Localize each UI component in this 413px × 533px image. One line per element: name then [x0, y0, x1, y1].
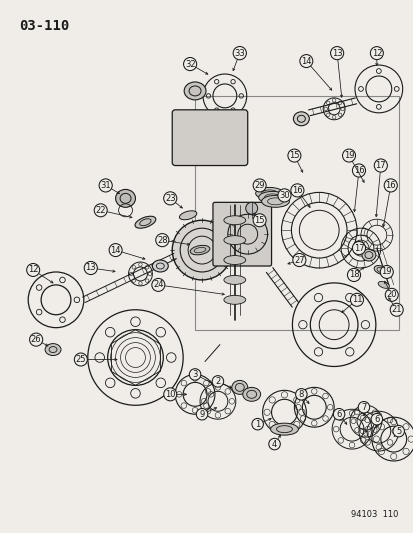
Text: 19: 19 [381, 268, 391, 277]
Text: 16: 16 [291, 186, 302, 195]
Ellipse shape [231, 381, 247, 394]
Text: 12: 12 [28, 265, 38, 274]
Circle shape [245, 203, 257, 214]
Text: 32: 32 [184, 60, 195, 69]
Text: 13: 13 [85, 263, 96, 272]
Text: 18: 18 [348, 270, 358, 279]
Text: 11: 11 [351, 295, 361, 304]
Ellipse shape [115, 189, 135, 207]
Circle shape [172, 220, 231, 280]
Text: 6: 6 [336, 410, 341, 419]
Ellipse shape [223, 216, 245, 225]
Ellipse shape [45, 344, 61, 356]
Text: 4: 4 [271, 440, 276, 449]
Text: 17: 17 [375, 161, 385, 170]
Text: 31: 31 [100, 181, 111, 190]
Ellipse shape [223, 236, 245, 245]
Ellipse shape [223, 255, 245, 264]
Text: 16: 16 [385, 181, 395, 190]
Ellipse shape [293, 112, 309, 126]
Text: 7: 7 [361, 403, 366, 412]
FancyBboxPatch shape [172, 110, 247, 166]
Text: 28: 28 [157, 236, 167, 245]
Text: 27: 27 [293, 255, 304, 264]
Ellipse shape [223, 276, 245, 285]
Text: 6: 6 [373, 415, 379, 424]
Ellipse shape [255, 188, 283, 199]
Text: 17: 17 [353, 244, 363, 253]
Ellipse shape [261, 196, 289, 207]
Ellipse shape [258, 191, 286, 203]
Text: 1: 1 [254, 419, 260, 429]
Text: 24: 24 [153, 280, 163, 289]
Text: 13: 13 [331, 49, 342, 58]
Ellipse shape [373, 265, 387, 274]
Text: 21: 21 [391, 305, 401, 314]
Ellipse shape [242, 387, 260, 401]
Text: 25: 25 [76, 355, 86, 364]
Text: 33: 33 [234, 49, 244, 58]
Text: 14: 14 [110, 246, 121, 255]
Text: 16: 16 [353, 166, 363, 175]
Text: 2: 2 [215, 377, 220, 386]
Text: 29: 29 [254, 181, 264, 190]
FancyBboxPatch shape [212, 203, 271, 266]
Text: 3: 3 [192, 370, 197, 379]
Text: 8: 8 [298, 390, 303, 399]
Text: 10: 10 [165, 390, 175, 399]
Ellipse shape [223, 295, 245, 304]
Ellipse shape [270, 423, 298, 435]
Text: 94103  110: 94103 110 [351, 510, 398, 519]
FancyBboxPatch shape [195, 96, 398, 330]
Ellipse shape [135, 216, 155, 228]
Text: 26: 26 [31, 335, 41, 344]
Text: 14: 14 [300, 56, 311, 66]
Text: 15: 15 [288, 151, 299, 160]
Ellipse shape [190, 245, 209, 255]
Text: 23: 23 [164, 194, 175, 203]
Ellipse shape [377, 281, 389, 288]
Ellipse shape [361, 249, 375, 261]
Text: 12: 12 [371, 49, 381, 58]
Text: 20: 20 [386, 290, 396, 300]
Circle shape [183, 114, 226, 158]
Text: 22: 22 [95, 206, 106, 215]
Text: 03-110: 03-110 [19, 19, 69, 33]
Text: 30: 30 [278, 191, 289, 200]
Text: 9: 9 [199, 410, 204, 419]
Text: 5: 5 [395, 426, 400, 435]
Ellipse shape [152, 260, 168, 272]
Ellipse shape [179, 211, 196, 220]
Ellipse shape [184, 82, 206, 100]
Text: 15: 15 [254, 216, 264, 225]
Text: 19: 19 [343, 151, 354, 160]
